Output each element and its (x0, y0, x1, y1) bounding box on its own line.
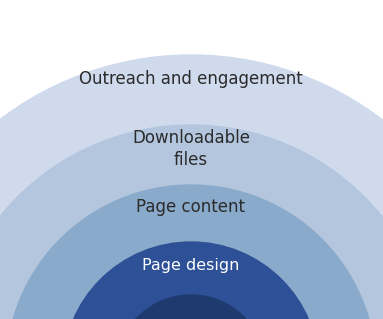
Text: Page content: Page content (136, 198, 246, 216)
Circle shape (116, 295, 266, 319)
Circle shape (0, 125, 383, 319)
Text: Page design: Page design (142, 258, 240, 273)
Text: Outreach and engagement: Outreach and engagement (79, 70, 303, 88)
Circle shape (6, 185, 376, 319)
Circle shape (0, 55, 383, 319)
Text: Downloadable
files: Downloadable files (132, 129, 250, 169)
Circle shape (63, 242, 319, 319)
